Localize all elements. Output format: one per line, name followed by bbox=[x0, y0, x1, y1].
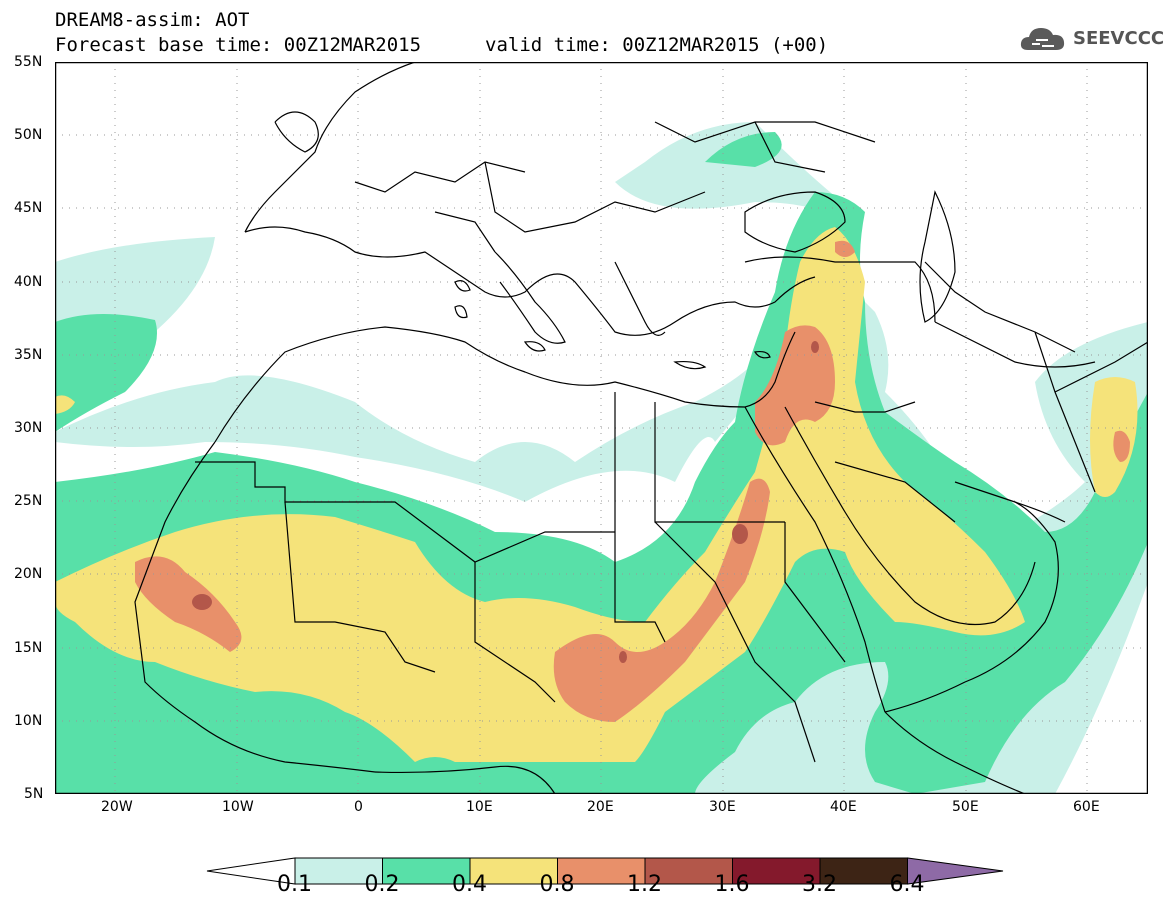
colorbar-swatch bbox=[469, 857, 558, 885]
colorbar-over-triangle bbox=[907, 857, 1004, 885]
colorbar-swatch bbox=[732, 857, 821, 885]
base-time-label: Forecast base time: 00Z12MAR2015 bbox=[55, 34, 422, 56]
lat-label: 35N bbox=[14, 347, 43, 363]
lat-label: 40N bbox=[14, 274, 43, 290]
lon-label: 0 bbox=[354, 799, 363, 815]
aot-band-0.4 bbox=[55, 227, 1138, 762]
colorbar-tick-label: 0.2 bbox=[364, 872, 400, 897]
aot-band-0.8 bbox=[135, 240, 1130, 722]
lat-label: 30N bbox=[14, 420, 43, 436]
coastlines bbox=[134, 62, 1148, 794]
colorbar bbox=[206, 857, 1004, 885]
lon-label: 50E bbox=[952, 799, 979, 815]
colorbar-swatch bbox=[382, 857, 471, 885]
colorbar-swatch bbox=[557, 857, 646, 885]
cloud-icon bbox=[1020, 28, 1065, 50]
colorbar-swatch bbox=[644, 857, 733, 885]
lon-label: 20E bbox=[587, 799, 614, 815]
lon-label: 40E bbox=[830, 799, 857, 815]
colorbar-tick-label: 0.1 bbox=[277, 872, 312, 897]
lon-label: 20W bbox=[101, 799, 133, 815]
lat-label: 5N bbox=[24, 786, 44, 802]
colorbar-tick-label: 3.2 bbox=[802, 872, 837, 897]
lon-label: 60E bbox=[1073, 799, 1100, 815]
chart-subtitle: Forecast base time: 00Z12MAR2015 valid ti… bbox=[55, 34, 828, 56]
aot-map bbox=[55, 62, 1148, 794]
colorbar-tick-label: 0.8 bbox=[539, 872, 575, 897]
map-grid bbox=[55, 62, 1148, 794]
lon-label: 10W bbox=[222, 799, 254, 815]
lat-label: 10N bbox=[14, 713, 43, 729]
lon-label: 10E bbox=[466, 799, 493, 815]
logo-text: SEEVCCC bbox=[1073, 28, 1165, 49]
colorbar-tick-label: 0.4 bbox=[452, 872, 487, 897]
lat-label: 45N bbox=[14, 200, 43, 216]
colorbar-swatch bbox=[819, 857, 908, 885]
valid-time-label: valid time: 00Z12MAR2015 (+00) bbox=[485, 34, 829, 56]
colorbar-tick-label: 1.6 bbox=[714, 872, 750, 897]
lon-label: 30E bbox=[709, 799, 736, 815]
lat-label: 25N bbox=[14, 493, 43, 509]
lat-label: 15N bbox=[14, 640, 43, 656]
lat-label: 55N bbox=[14, 54, 43, 70]
seevccc-logo: SEEVCCC bbox=[1018, 22, 1164, 58]
chart-title: DREAM8-assim: AOT bbox=[55, 9, 250, 31]
colorbar-tick-label: 6.4 bbox=[889, 872, 925, 897]
aot-band-1.2 bbox=[192, 341, 819, 663]
lat-label: 20N bbox=[14, 566, 43, 582]
lat-label: 50N bbox=[14, 127, 43, 143]
colorbar-tick-label: 1.2 bbox=[627, 872, 662, 897]
